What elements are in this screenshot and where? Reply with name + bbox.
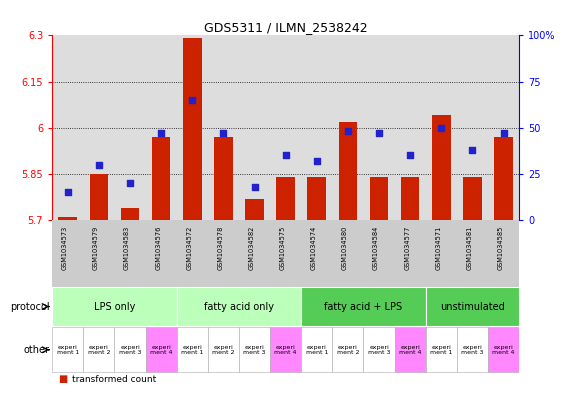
Bar xyxy=(121,208,139,220)
Bar xyxy=(463,177,482,220)
Text: GSM1034572: GSM1034572 xyxy=(186,226,193,270)
Bar xyxy=(208,327,239,373)
Text: fatty acid only: fatty acid only xyxy=(204,301,274,312)
Text: transformed count: transformed count xyxy=(72,375,157,384)
Point xyxy=(94,162,103,168)
Text: GSM1034576: GSM1034576 xyxy=(155,226,161,270)
Point xyxy=(63,189,72,195)
Bar xyxy=(494,137,513,220)
Bar xyxy=(152,137,171,220)
Text: GSM1034580: GSM1034580 xyxy=(342,226,348,270)
Point xyxy=(250,184,259,190)
Text: experi
ment 4: experi ment 4 xyxy=(150,345,172,355)
Bar xyxy=(89,174,108,220)
Bar xyxy=(394,327,426,373)
Point xyxy=(375,130,384,136)
Text: experi
ment 1: experi ment 1 xyxy=(57,345,79,355)
Bar xyxy=(301,327,332,373)
Text: GSM1034583: GSM1034583 xyxy=(124,226,130,270)
Point xyxy=(219,130,228,136)
Text: experi
ment 3: experi ment 3 xyxy=(119,345,142,355)
Bar xyxy=(177,327,208,373)
Text: GSM1034581: GSM1034581 xyxy=(466,226,472,270)
Point xyxy=(343,128,353,134)
Text: GSM1034585: GSM1034585 xyxy=(498,226,503,270)
Text: experi
ment 3: experi ment 3 xyxy=(461,345,484,355)
Point xyxy=(405,152,415,158)
Bar xyxy=(301,287,426,326)
Text: experi
ment 4: experi ment 4 xyxy=(399,345,422,355)
Point xyxy=(467,147,477,153)
Text: experi
ment 4: experi ment 4 xyxy=(492,345,515,355)
Text: experi
ment 2: experi ment 2 xyxy=(212,345,235,355)
Bar xyxy=(177,287,301,326)
Text: GSM1034582: GSM1034582 xyxy=(248,226,255,270)
Bar xyxy=(332,327,364,373)
Title: GDS5311 / ILMN_2538242: GDS5311 / ILMN_2538242 xyxy=(204,21,368,34)
Point xyxy=(281,152,291,158)
Bar xyxy=(239,327,270,373)
Bar xyxy=(364,327,394,373)
Bar xyxy=(401,177,419,220)
Bar xyxy=(276,177,295,220)
Text: LPS only: LPS only xyxy=(94,301,135,312)
Bar xyxy=(339,121,357,220)
Bar xyxy=(307,177,326,220)
Point xyxy=(125,180,135,186)
Text: experi
ment 2: experi ment 2 xyxy=(88,345,110,355)
Text: experi
ment 1: experi ment 1 xyxy=(181,345,204,355)
Bar xyxy=(84,327,114,373)
Text: GSM1034584: GSM1034584 xyxy=(373,226,379,270)
Text: unstimulated: unstimulated xyxy=(440,301,505,312)
Point xyxy=(157,130,166,136)
Text: GSM1034573: GSM1034573 xyxy=(61,226,68,270)
Bar xyxy=(146,327,177,373)
Bar xyxy=(214,137,233,220)
Text: protocol: protocol xyxy=(10,301,49,312)
Text: GSM1034571: GSM1034571 xyxy=(435,226,441,270)
Bar xyxy=(52,327,84,373)
Text: GSM1034579: GSM1034579 xyxy=(93,226,99,270)
Text: experi
ment 4: experi ment 4 xyxy=(274,345,297,355)
Bar xyxy=(114,327,146,373)
Bar xyxy=(426,327,457,373)
Bar xyxy=(426,287,519,326)
Text: GSM1034578: GSM1034578 xyxy=(218,226,223,270)
Text: experi
ment 3: experi ment 3 xyxy=(243,345,266,355)
Bar xyxy=(245,198,264,220)
Text: experi
ment 2: experi ment 2 xyxy=(336,345,359,355)
Bar xyxy=(183,39,202,220)
Bar xyxy=(488,327,519,373)
Text: GSM1034575: GSM1034575 xyxy=(280,226,286,270)
Point xyxy=(188,97,197,103)
Text: ■: ■ xyxy=(58,374,67,384)
Point xyxy=(437,125,446,131)
Text: experi
ment 1: experi ment 1 xyxy=(306,345,328,355)
Text: other: other xyxy=(23,345,49,355)
Text: experi
ment 1: experi ment 1 xyxy=(430,345,452,355)
Bar xyxy=(457,327,488,373)
Bar xyxy=(369,177,389,220)
Text: experi
ment 3: experi ment 3 xyxy=(368,345,390,355)
Point xyxy=(499,130,508,136)
Bar xyxy=(59,217,77,220)
Point xyxy=(312,158,321,164)
Bar xyxy=(432,116,451,220)
Text: GSM1034577: GSM1034577 xyxy=(404,226,410,270)
Text: fatty acid + LPS: fatty acid + LPS xyxy=(324,301,403,312)
Bar xyxy=(270,327,301,373)
Bar xyxy=(52,287,177,326)
Text: GSM1034574: GSM1034574 xyxy=(311,226,317,270)
